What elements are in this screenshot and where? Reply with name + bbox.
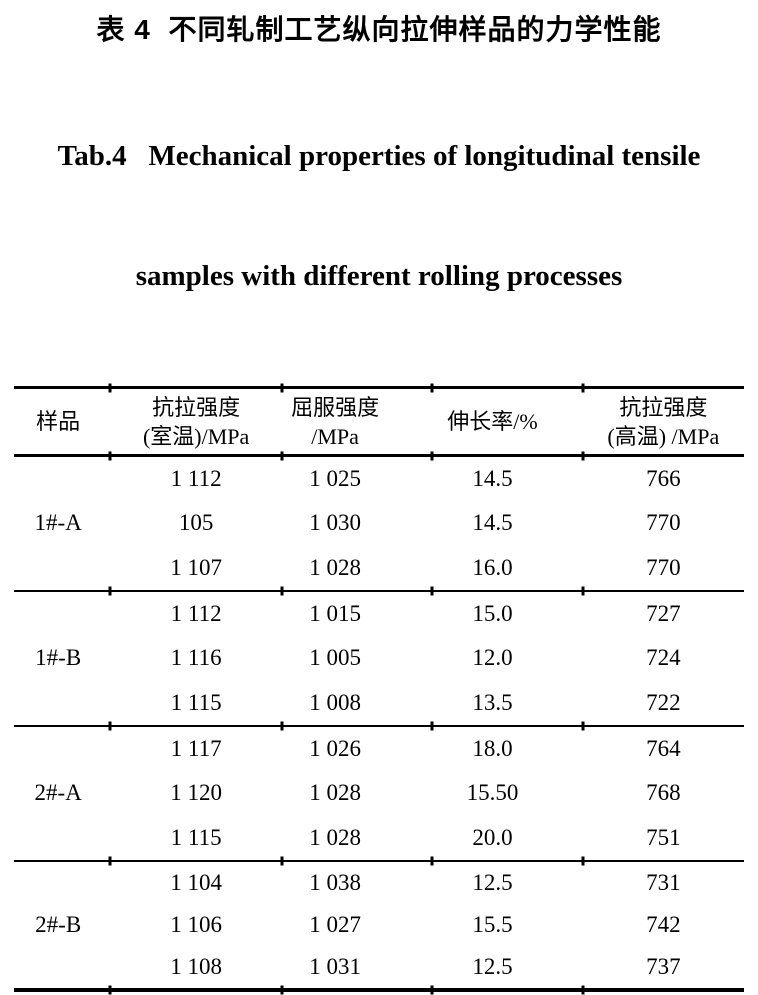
column-tick — [430, 451, 434, 460]
table-cell: 768 — [646, 780, 681, 806]
column-tick — [108, 586, 112, 596]
table-cell: 770 — [646, 554, 681, 580]
table-cell: 13.5 — [472, 689, 513, 715]
header-elongation: 伸长率/% — [447, 409, 538, 434]
table-cell: 15.50 — [466, 780, 519, 806]
table-cell: 737 — [646, 954, 681, 979]
table-cell: 1 115 — [170, 689, 222, 715]
column-tick — [108, 451, 112, 460]
table-title-english-line1: Tab.4 Mechanical properties of longitudi… — [57, 140, 701, 172]
column-tick — [430, 383, 434, 392]
table-cell: 1 106 — [170, 912, 222, 937]
table-cell: 724 — [646, 645, 681, 671]
table-cell: 12.5 — [472, 870, 513, 895]
data-table: 样品 抗拉强度 (室温)/MPa 屈服强度 /MPa 伸长率/% 抗拉强度 (高… — [14, 383, 744, 995]
sample-label: 1#-B — [35, 645, 82, 671]
column-tick — [581, 985, 585, 995]
table-cell: 1 005 — [309, 645, 361, 671]
header-tensile-strength-ht: 抗拉强度 (高温) /MPa — [607, 394, 720, 449]
column-tick — [430, 856, 434, 866]
column-tick — [430, 586, 434, 596]
table-cell: 1 107 — [170, 554, 222, 580]
column-tick — [108, 383, 112, 392]
column-tick — [280, 985, 284, 995]
column-tick — [108, 856, 112, 866]
table-cell: 1 117 — [170, 736, 222, 762]
table-cell: 1 031 — [309, 954, 361, 979]
sample-label: 2#-B — [35, 912, 82, 937]
column-tick — [108, 721, 112, 731]
table-cell: 722 — [646, 689, 681, 715]
table-cell: 742 — [646, 912, 681, 937]
column-tick — [280, 721, 284, 731]
table-cell: 1 108 — [170, 954, 222, 979]
column-tick — [581, 451, 585, 460]
header-tensile-strength-rt: 抗拉强度 (室温)/MPa — [142, 394, 250, 449]
column-tick — [280, 586, 284, 596]
table-cell: 731 — [646, 870, 681, 895]
table-cell: 1 028 — [309, 554, 361, 580]
table-cell: 1 028 — [309, 780, 361, 806]
table-cell: 766 — [646, 466, 681, 492]
table-cell: 1 027 — [309, 912, 361, 937]
table-cell: 1 112 — [170, 601, 222, 627]
table-group: 1#-A 1 112 1 025 14.5 766 105 1 030 14.5 770 1 10… — [14, 457, 744, 590]
table-title-english: Tab.4 Mechanical properties of longitudi… — [0, 56, 758, 376]
table-group: 2#-B 1 104 1 038 12.5 731 1 106 1 027 15.5 742 1 … — [14, 862, 744, 988]
table-body: 1#-A 1 112 1 025 14.5 766 105 1 030 14.5 770 1 10… — [14, 457, 744, 988]
table-cell: 1 028 — [309, 824, 361, 850]
column-tick — [280, 856, 284, 866]
table-cell: 15.5 — [472, 912, 513, 937]
table-cell: 1 120 — [170, 780, 222, 806]
table-cell: 751 — [646, 824, 681, 850]
table-top-rule — [14, 383, 744, 392]
table-cell: 1 026 — [309, 736, 361, 762]
table-cell: 1 116 — [170, 645, 222, 671]
column-tick — [280, 451, 284, 460]
table-cell: 20.0 — [472, 824, 513, 850]
column-tick — [108, 985, 112, 995]
table-cell: 1 038 — [309, 870, 361, 895]
group-separator-rule — [14, 721, 744, 731]
table-cell: 1 025 — [309, 466, 361, 492]
column-tick — [430, 721, 434, 731]
table-cell: 12.0 — [472, 645, 513, 671]
table-header-rule — [14, 451, 744, 460]
table-cell: 770 — [646, 510, 681, 536]
table-cell: 1 104 — [170, 870, 222, 895]
table-cell: 727 — [646, 601, 681, 627]
sample-label: 2#-A — [34, 780, 82, 806]
table-title-chinese: 表 4 不同轧制工艺纵向拉伸样品的力学性能 — [96, 14, 662, 45]
table-cell: 18.0 — [472, 736, 513, 762]
table-cell: 1 030 — [309, 510, 361, 536]
table-cell: 105 — [178, 510, 214, 536]
sample-label: 1#-A — [34, 510, 82, 536]
table-group: 1#-B 1 112 1 015 15.0 727 1 116 1 005 12.0 724 1 … — [14, 592, 744, 725]
table-cell: 16.0 — [472, 554, 513, 580]
table-cell: 1 015 — [309, 601, 361, 627]
document-page: 表 4 不同轧制工艺纵向拉伸样品的力学性能 Tab.4 Mechanical p… — [0, 12, 758, 995]
group-separator-rule — [14, 586, 744, 596]
column-tick — [581, 856, 585, 866]
column-tick — [581, 383, 585, 392]
header-sample: 样品 — [36, 409, 81, 434]
table-group: 2#-A 1 117 1 026 18.0 764 1 120 1 028 15.50 768 1… — [14, 727, 744, 860]
group-separator-rule — [14, 856, 744, 866]
column-tick — [280, 383, 284, 392]
column-tick — [430, 985, 434, 995]
table-cell: 1 008 — [309, 689, 361, 715]
table-cell: 12.5 — [472, 954, 513, 979]
table-cell: 1 115 — [170, 824, 222, 850]
table-header-row: 样品 抗拉强度 (室温)/MPa 屈服强度 /MPa 伸长率/% 抗拉强度 (高… — [14, 389, 744, 454]
table-title-english-line2: samples with different rolling processes — [135, 260, 623, 292]
header-yield-strength: 屈服强度 /MPa — [291, 394, 380, 449]
table-cell: 764 — [646, 736, 681, 762]
table-cell: 14.5 — [472, 466, 513, 492]
table-bottom-rule — [14, 985, 744, 995]
column-tick — [581, 586, 585, 596]
table-cell: 14.5 — [472, 510, 513, 536]
table-cell: 15.0 — [472, 601, 513, 627]
column-tick — [581, 721, 585, 731]
table-cell: 1 112 — [170, 466, 222, 492]
